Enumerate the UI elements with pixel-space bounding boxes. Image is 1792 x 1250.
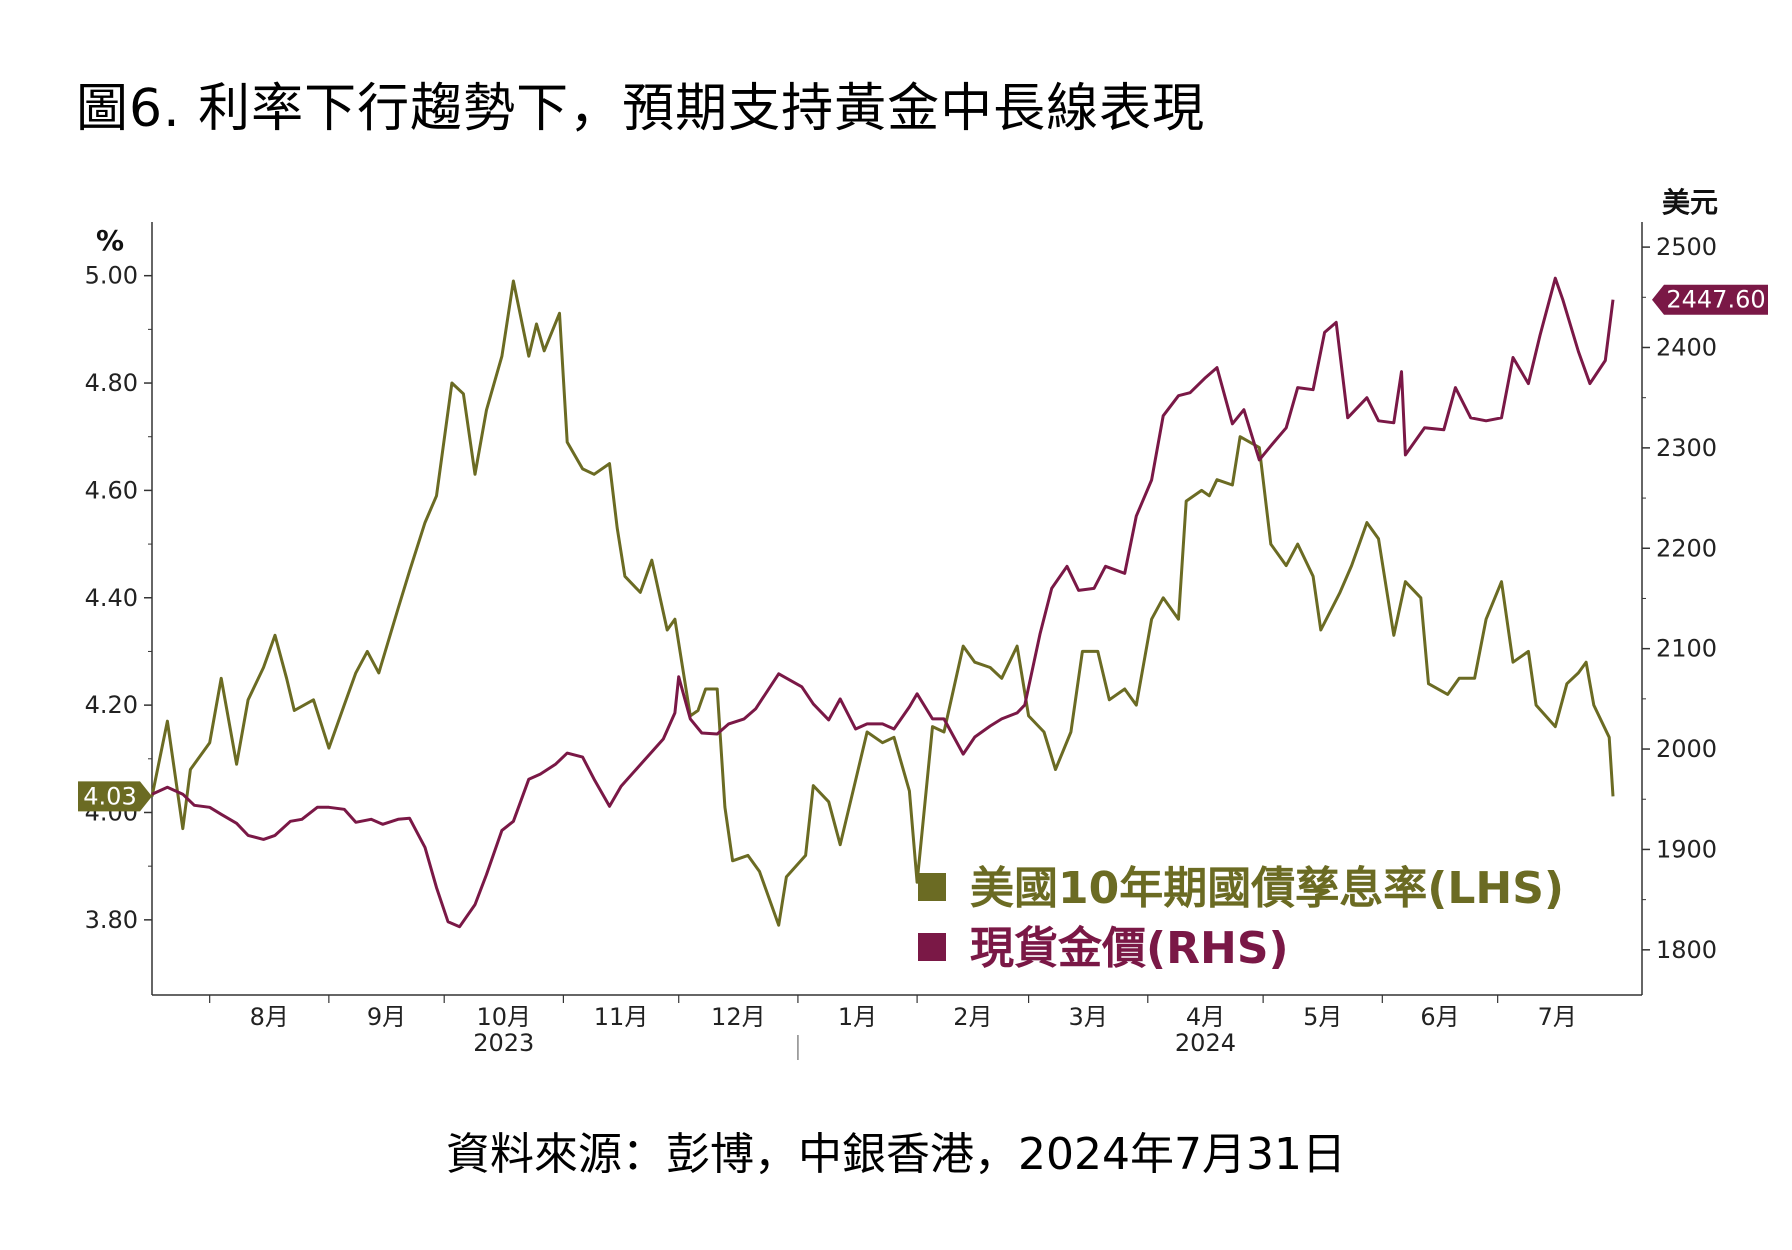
left-tick-label: 4.80: [85, 369, 138, 397]
chart-title: 圖6. 利率下行趨勢下，預期支持黃金中長線表現: [76, 79, 1206, 139]
legend-label-yield: 美國10年期國債孳息率(LHS): [970, 863, 1564, 914]
yield-last-value-label: 4.03: [83, 782, 136, 810]
right-tick-label: 1800: [1656, 936, 1717, 964]
right-tick-label: 2500: [1656, 233, 1717, 261]
right-tick-label: 2000: [1656, 735, 1717, 763]
x-tick-label: 7月: [1538, 1003, 1577, 1031]
x-tick-label: 3月: [1069, 1003, 1108, 1031]
yield-last-value-tag: [78, 781, 152, 812]
x-tick-label: 9月: [367, 1003, 406, 1031]
gold-last-value-label: 2447.60: [1666, 286, 1765, 314]
right-axis-unit: 美元: [1662, 186, 1718, 219]
left-tick-label: 5.00: [85, 262, 138, 290]
x-tick-label: 6月: [1420, 1003, 1459, 1031]
gold-series-line: [151, 276, 1615, 929]
left-tick-label: 4.20: [85, 691, 138, 719]
x-tick-label: 12月: [711, 1003, 766, 1031]
left-tick-label: 4.40: [85, 584, 138, 612]
x-tick-label: 4月: [1186, 1003, 1225, 1031]
legend-label-gold: 現貨金價(RHS): [970, 923, 1289, 974]
year-label: 2023: [473, 1029, 534, 1057]
legend-swatch-gold: [918, 933, 946, 961]
yield-series-line: [150, 279, 1615, 927]
series-lines: [150, 276, 1615, 929]
right-tick-label: 2100: [1656, 635, 1717, 663]
right-tick-label: 2400: [1656, 333, 1717, 361]
x-tick-label: 5月: [1303, 1003, 1342, 1031]
left-tick-label: 3.80: [85, 906, 138, 934]
last-value-tags: 4.03 2447.60: [78, 284, 1768, 812]
right-tick-label: 1900: [1656, 835, 1717, 863]
axes: 3.804.004.204.404.604.805.00%18001900200…: [85, 186, 1718, 1060]
left-axis-unit: %: [96, 224, 124, 257]
x-tick-label: 2月: [953, 1003, 992, 1031]
source-note: 資料來源：彭博，中銀香港，2024年7月31日: [446, 1129, 1346, 1180]
legend: 美國10年期國債孳息率(LHS) 現貨金價(RHS): [918, 863, 1564, 974]
x-tick-label: 10月: [477, 1003, 532, 1031]
x-tick-label: 11月: [594, 1003, 649, 1031]
x-tick-label: 1月: [838, 1003, 877, 1031]
x-tick-label: 8月: [250, 1003, 289, 1031]
legend-swatch-yield: [918, 873, 946, 901]
right-tick-label: 2200: [1656, 534, 1717, 562]
right-tick-label: 2300: [1656, 434, 1717, 462]
year-label: 2024: [1175, 1029, 1236, 1057]
left-tick-label: 4.60: [85, 476, 138, 504]
gold-last-value-tag: [1652, 284, 1768, 315]
